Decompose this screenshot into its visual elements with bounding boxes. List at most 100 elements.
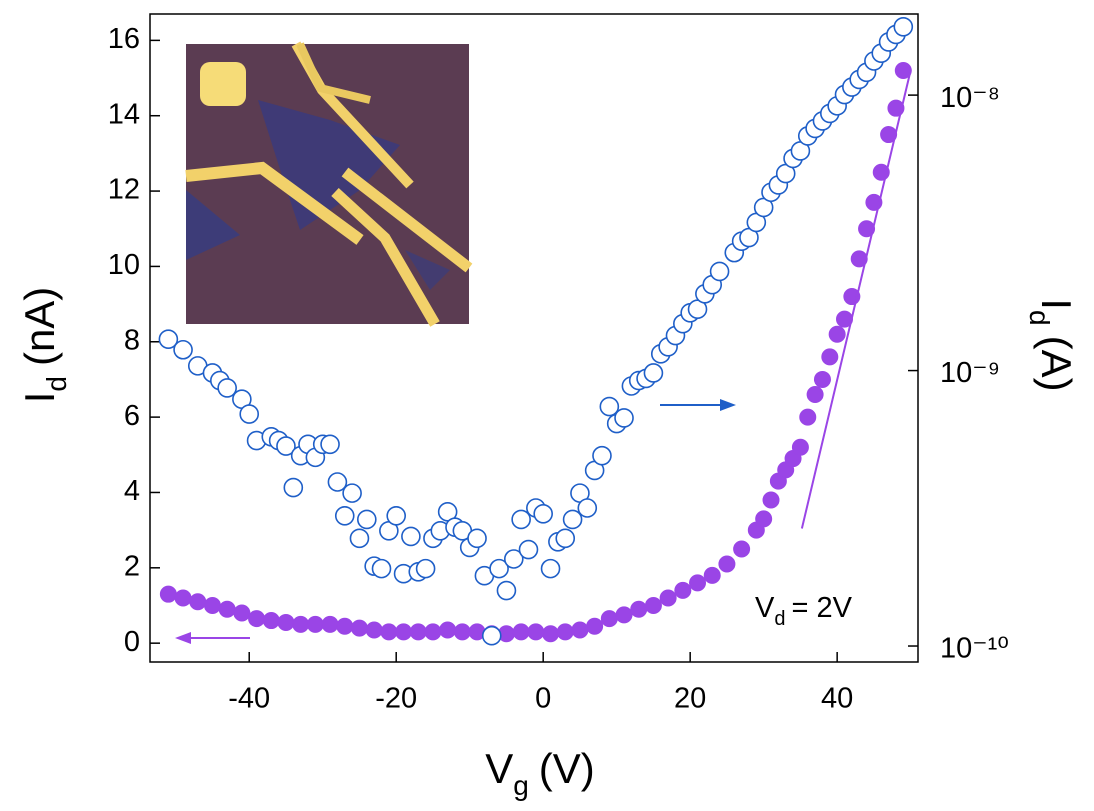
open-marker [239,404,260,424]
filled-marker [600,610,618,628]
filled-marker [159,585,177,603]
filled-marker [262,612,280,630]
y-tick-label: 12 [108,174,140,206]
filled-marker [806,386,824,404]
filled-marker [409,623,427,641]
filled-marker [453,623,471,641]
open-marker [173,339,193,360]
filled-marker [277,613,295,631]
annotation: Vd = 2V [755,592,853,630]
filled-marker [306,615,324,633]
filled-marker [718,555,736,573]
filled-marker [380,623,398,641]
y2-tick-label: 10⁻⁹ [940,357,1000,389]
open-marker [614,408,634,428]
annotation-symbol: V [755,592,775,624]
x-tick-label: 40 [821,683,853,715]
fit-line [800,70,912,529]
filled-marker [556,623,574,641]
open-marker [599,396,620,417]
filled-marker [174,589,192,607]
y2-axis-label: Id (A) [1024,298,1080,391]
y-tick-label: 10 [108,249,140,281]
open-marker [334,506,355,526]
filled-marker [703,566,721,584]
filled-marker [880,126,898,144]
open-marker [371,558,392,579]
filled-marker [218,600,236,618]
filled-marker [733,540,751,558]
filled-marker [821,348,839,366]
open-marker [893,17,914,37]
y-tick-label: 16 [108,23,140,55]
plot-frame [149,13,919,663]
open-marker [327,472,348,492]
open-marker [518,539,539,560]
filled-marker [674,581,692,599]
inset-image [185,41,473,327]
y2-tick-label: 10⁻⁸ [940,82,1000,114]
filled-marker [828,325,846,343]
filled-marker [336,617,354,635]
x-label-unit: (V) [539,745,595,792]
filled-marker [542,625,560,643]
filled-marker [813,370,831,388]
y-tick-label: 6 [124,400,140,432]
y-tick-label: 8 [124,324,140,356]
filled-marker [659,589,677,607]
open-marker [577,498,598,518]
open-marker [592,445,612,466]
x-axis-label: Vg (V) [485,745,595,801]
filled-marker [512,623,530,641]
y-tick-label: 0 [124,626,140,658]
annotation-subscript: d [774,608,785,630]
open-marker [511,509,531,530]
filled-marker [203,596,221,614]
open-marker [283,477,304,498]
filled-marker [586,617,604,635]
open-marker [709,261,730,282]
x-tick-label: 20 [674,683,706,715]
open-marker [643,363,664,383]
open-marker [555,528,576,549]
filled-marker [233,604,251,622]
y-label-unit: (nA) [16,287,63,366]
x-tick-label: 0 [535,683,551,715]
filled-marker [799,408,817,426]
filled-marker [689,574,707,592]
filled-marker [395,623,413,641]
filled-marker [762,491,780,509]
arrow-left [175,632,250,644]
open-marker [533,504,553,524]
filled-marker [615,606,633,624]
open-marker [349,528,370,549]
filled-marker [321,615,339,633]
open-marker [481,625,502,646]
arrow-right [660,399,736,411]
x-label-symbol: V [485,745,513,792]
open-marker [217,378,237,398]
open-marker [496,580,517,601]
filled-marker [189,593,207,611]
filled-marker [248,610,266,628]
filled-marker [644,596,662,614]
y-axis-label: Id (nA) [16,287,72,404]
open-marker [386,506,407,526]
x-tick-label: -40 [228,683,270,715]
filled-marker [858,220,876,238]
open-marker [562,509,583,530]
filled-marker [527,623,545,641]
open-marker [503,549,524,569]
y-tick-label: 2 [124,550,140,582]
open-marker [415,558,436,579]
filled-marker [755,510,773,528]
open-marker [467,528,487,549]
y2-tick-label: 10⁻¹⁰ [940,633,1009,665]
filled-marker [571,621,589,639]
filled-marker [791,438,809,456]
filled-marker [439,621,457,639]
filled-marker [292,615,310,633]
open-marker [540,558,561,579]
